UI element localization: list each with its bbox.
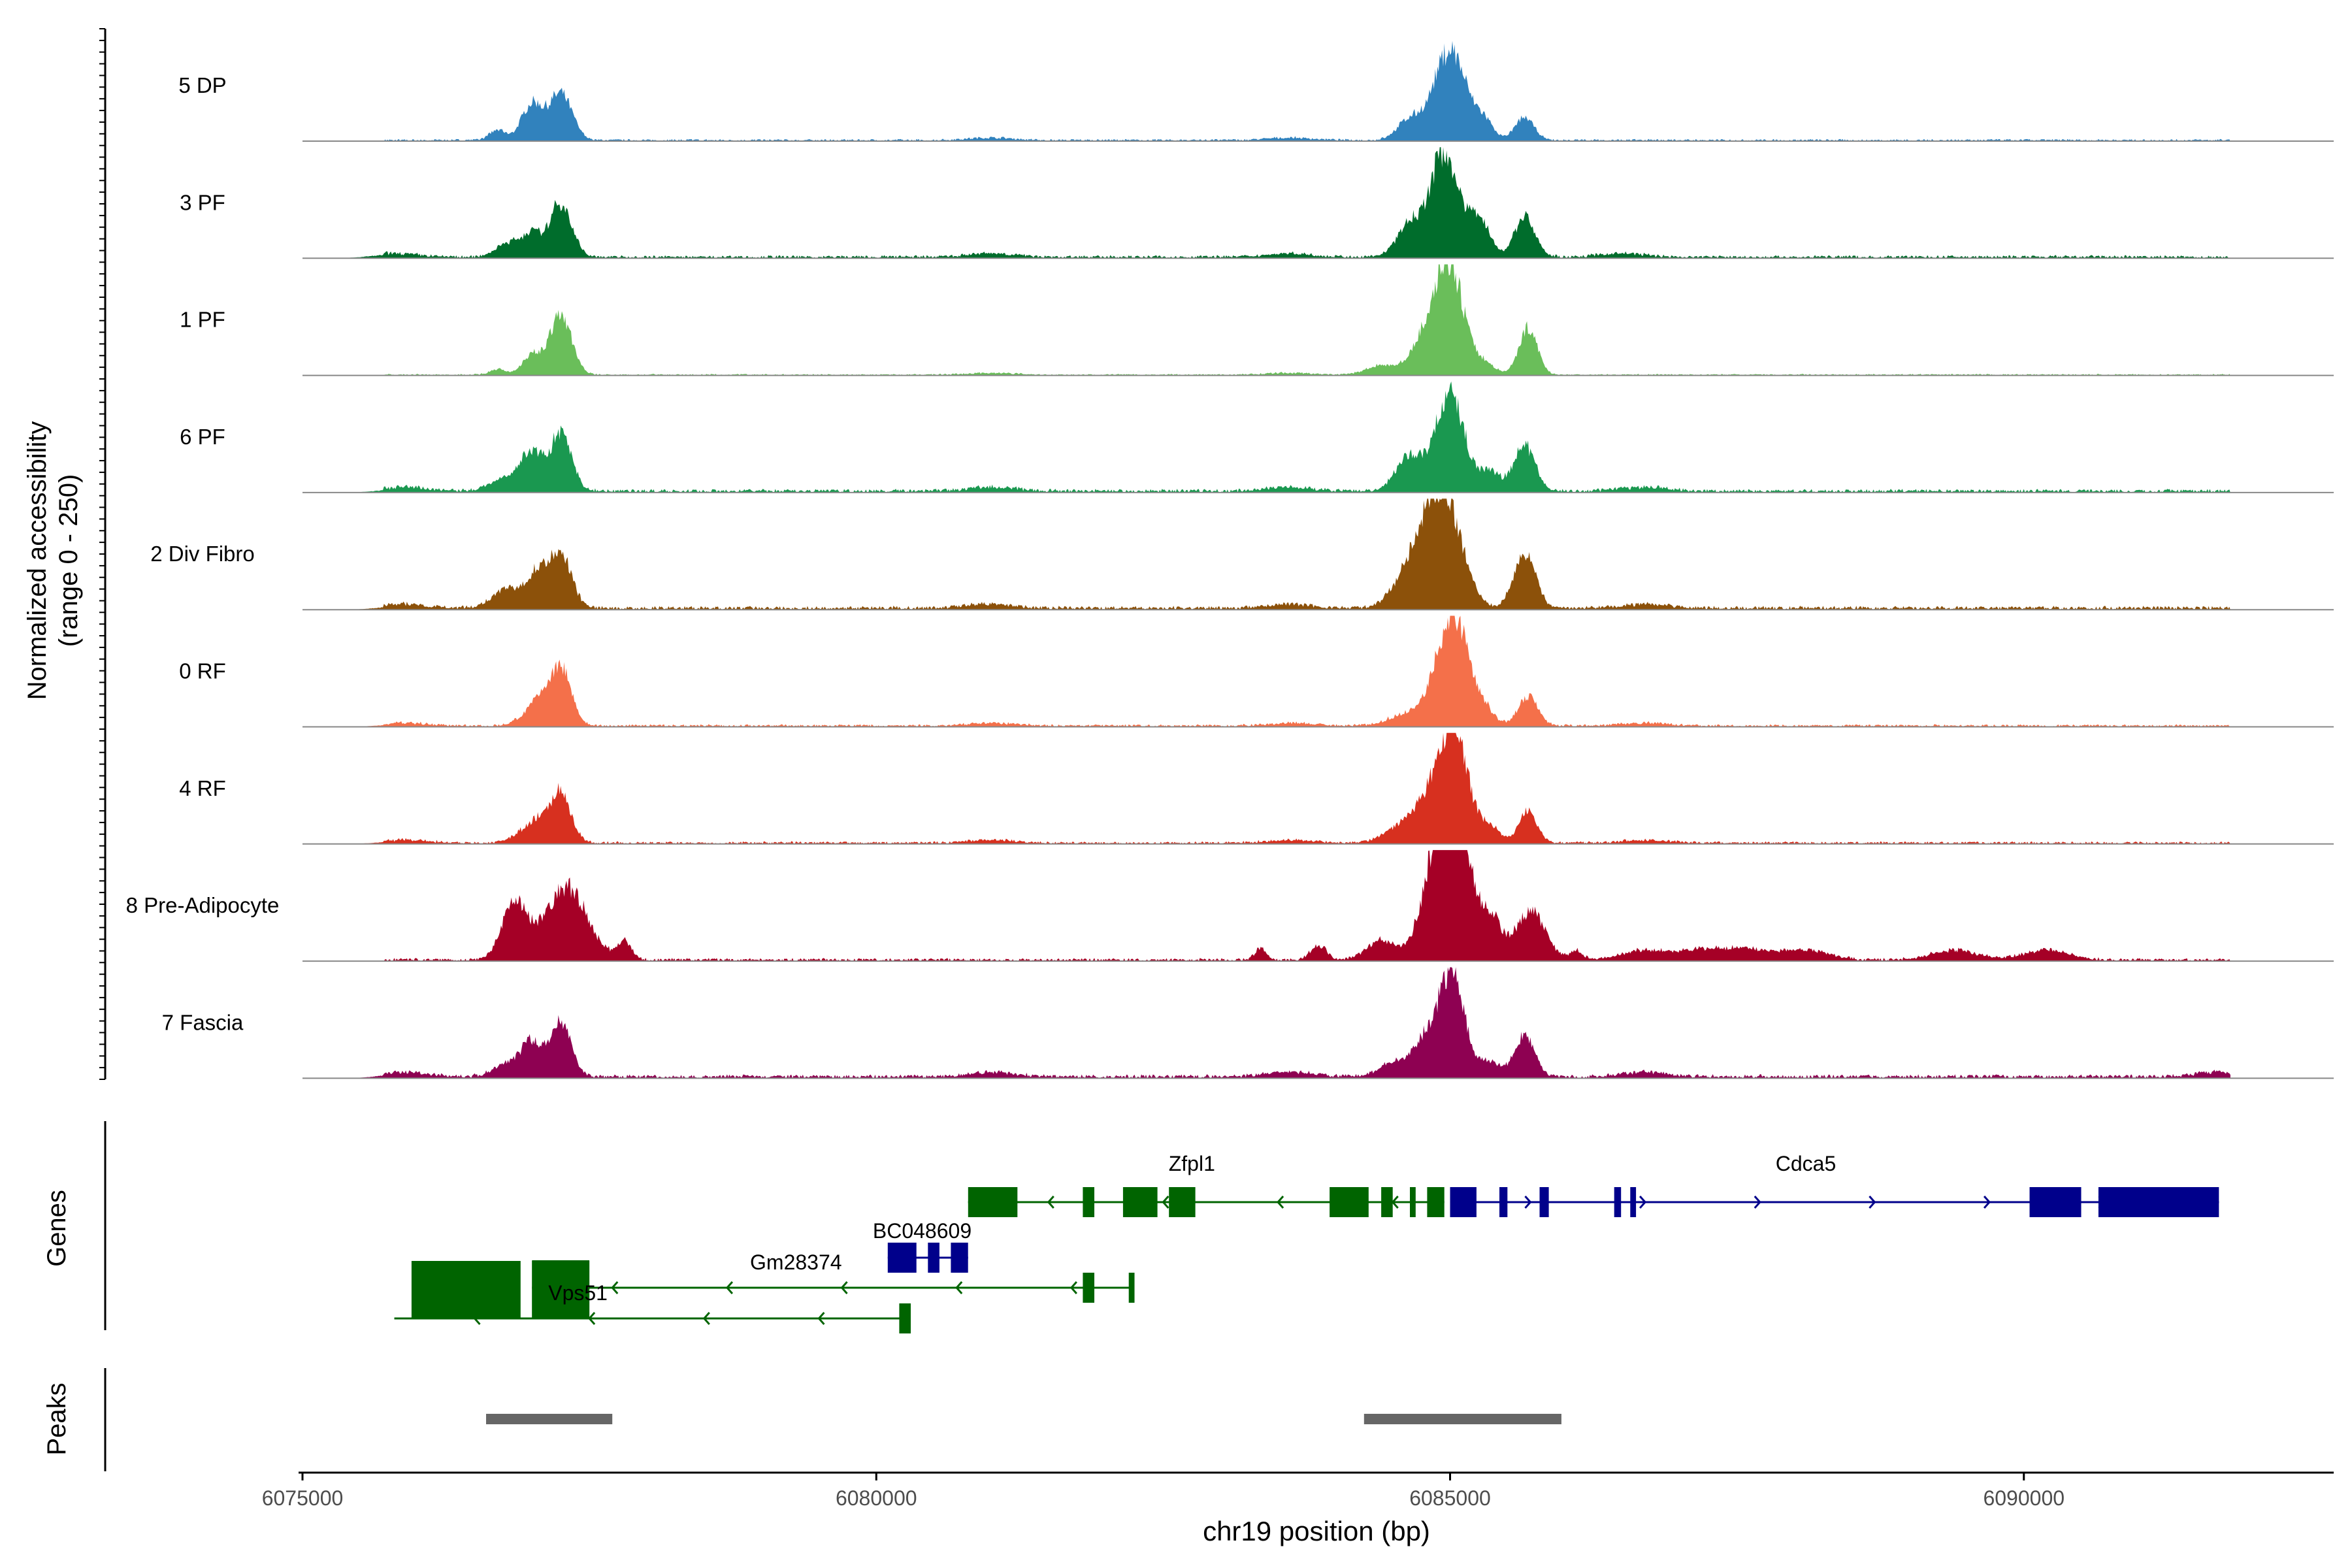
track-1-pf: 1 PF — [180, 264, 2334, 376]
gene-exon — [951, 1243, 968, 1273]
y-axis-label-line1: Normalized accessibility — [23, 421, 52, 700]
x-axis-label: chr19 position (bp) — [1203, 1516, 1430, 1546]
strand-arrow — [840, 1281, 848, 1294]
peak-region — [486, 1414, 613, 1424]
coverage-area — [302, 381, 2230, 493]
track-label: 5 DP — [178, 73, 226, 97]
strand-arrow — [1983, 1196, 1991, 1209]
peak-region — [1364, 1414, 1561, 1424]
gene-exon — [968, 1187, 1018, 1217]
strand-arrow — [1754, 1196, 1761, 1209]
gene-label: BC048609 — [873, 1219, 972, 1243]
strand-arrow — [1162, 1196, 1169, 1209]
gene-label: Zfpl1 — [1169, 1152, 1215, 1175]
strand-arrow — [702, 1312, 710, 1325]
genes-panel-label: Genes — [42, 1190, 71, 1267]
gene-cdca5: Cdca5 — [1450, 1152, 2219, 1217]
strand-arrow — [611, 1281, 619, 1294]
gene-exon — [1410, 1187, 1416, 1217]
track-0-rf: 0 RF — [179, 615, 2334, 728]
gene-exon — [1169, 1187, 1196, 1217]
strand-arrow — [1639, 1196, 1647, 1209]
gene-exon — [411, 1261, 521, 1318]
gene-label: Gm28374 — [750, 1250, 842, 1274]
strand-arrow — [1070, 1281, 1077, 1294]
strand-arrow — [588, 1312, 596, 1325]
gene-exon — [1450, 1187, 1477, 1217]
gene-bc048609: BC048609 — [873, 1219, 972, 1273]
peaks-panel-label: Peaks — [42, 1382, 71, 1455]
strand-arrow — [1277, 1196, 1284, 1209]
track-label: 4 RF — [179, 776, 226, 800]
gene-exon — [1381, 1187, 1393, 1217]
gene-exon — [1083, 1187, 1094, 1217]
gene-exon — [1427, 1187, 1445, 1217]
track-2-div-fibro: 2 Div Fibro — [150, 498, 2334, 611]
track-label: 7 Fascia — [162, 1010, 244, 1034]
track-7-fascia: 7 Fascia — [162, 967, 2334, 1079]
coverage-area — [302, 41, 2230, 141]
peaks-panel — [104, 1368, 1561, 1471]
track-label: 2 Div Fibro — [150, 542, 255, 566]
y-axis — [99, 28, 106, 1080]
gene-exon — [899, 1303, 911, 1333]
coverage-area — [302, 850, 2230, 962]
track-label: 3 PF — [180, 190, 225, 214]
gene-exon — [1128, 1273, 1135, 1303]
gene-exon — [532, 1261, 590, 1318]
coverage-tracks: 5 DP 3 PF 1 PF 6 PF 2 Div Fibro 0 RF 4 RF 8 Pre… — [99, 28, 2334, 1080]
track-label: 6 PF — [180, 425, 225, 449]
strand-arrow — [1047, 1196, 1054, 1209]
gene-label: Cdca5 — [1776, 1152, 1837, 1175]
track-label: 0 RF — [179, 659, 226, 683]
gene-exon — [1499, 1187, 1508, 1217]
x-tick-label: 6075000 — [262, 1486, 344, 1510]
x-tick-label: 6090000 — [1983, 1486, 2065, 1510]
gene-exon — [1083, 1273, 1094, 1303]
x-tick-label: 6085000 — [1409, 1486, 1491, 1510]
coverage-area — [302, 498, 2230, 610]
gene-exon — [2098, 1187, 2219, 1217]
track-8-pre-adipocyte: 8 Pre-Adipocyte — [126, 850, 2334, 962]
gene-exon — [1122, 1187, 1158, 1217]
strand-arrow — [1524, 1196, 1532, 1209]
x-tick-label: 6080000 — [836, 1486, 917, 1510]
genes-panel: Cdca5 Zfpl1 BC048609 Gm28374 Vps51 — [104, 1121, 2219, 1333]
track-5-dp: 5 DP — [178, 41, 2334, 142]
track-4-rf: 4 RF — [179, 732, 2334, 845]
y-axis-label-line2: (range 0 - 250) — [54, 474, 83, 647]
gene-exon — [1630, 1187, 1637, 1217]
x-axis: 6075000 6080000 6085000 6090000 — [262, 1471, 2334, 1510]
track-label: 1 PF — [180, 308, 225, 332]
gene-exon — [887, 1243, 917, 1273]
gene-exon — [928, 1243, 939, 1273]
track-label: 8 Pre-Adipocyte — [126, 893, 280, 917]
gene-vps51: Vps51 — [394, 1261, 911, 1333]
gene-exon — [1330, 1187, 1369, 1217]
strand-arrow — [817, 1312, 825, 1325]
gene-zfpl1: Zfpl1 — [968, 1152, 1445, 1217]
gene-label: Vps51 — [548, 1281, 608, 1305]
track-3-pf: 3 PF — [180, 147, 2334, 259]
gene-exon — [1539, 1187, 1549, 1217]
strand-arrow — [1869, 1196, 1876, 1209]
strand-arrow — [725, 1281, 734, 1294]
gene-exon — [2029, 1187, 2082, 1217]
strand-arrow — [955, 1281, 963, 1294]
track-6-pf: 6 PF — [180, 381, 2334, 493]
coverage-area — [302, 967, 2230, 1079]
gene-exon — [1614, 1187, 1622, 1217]
